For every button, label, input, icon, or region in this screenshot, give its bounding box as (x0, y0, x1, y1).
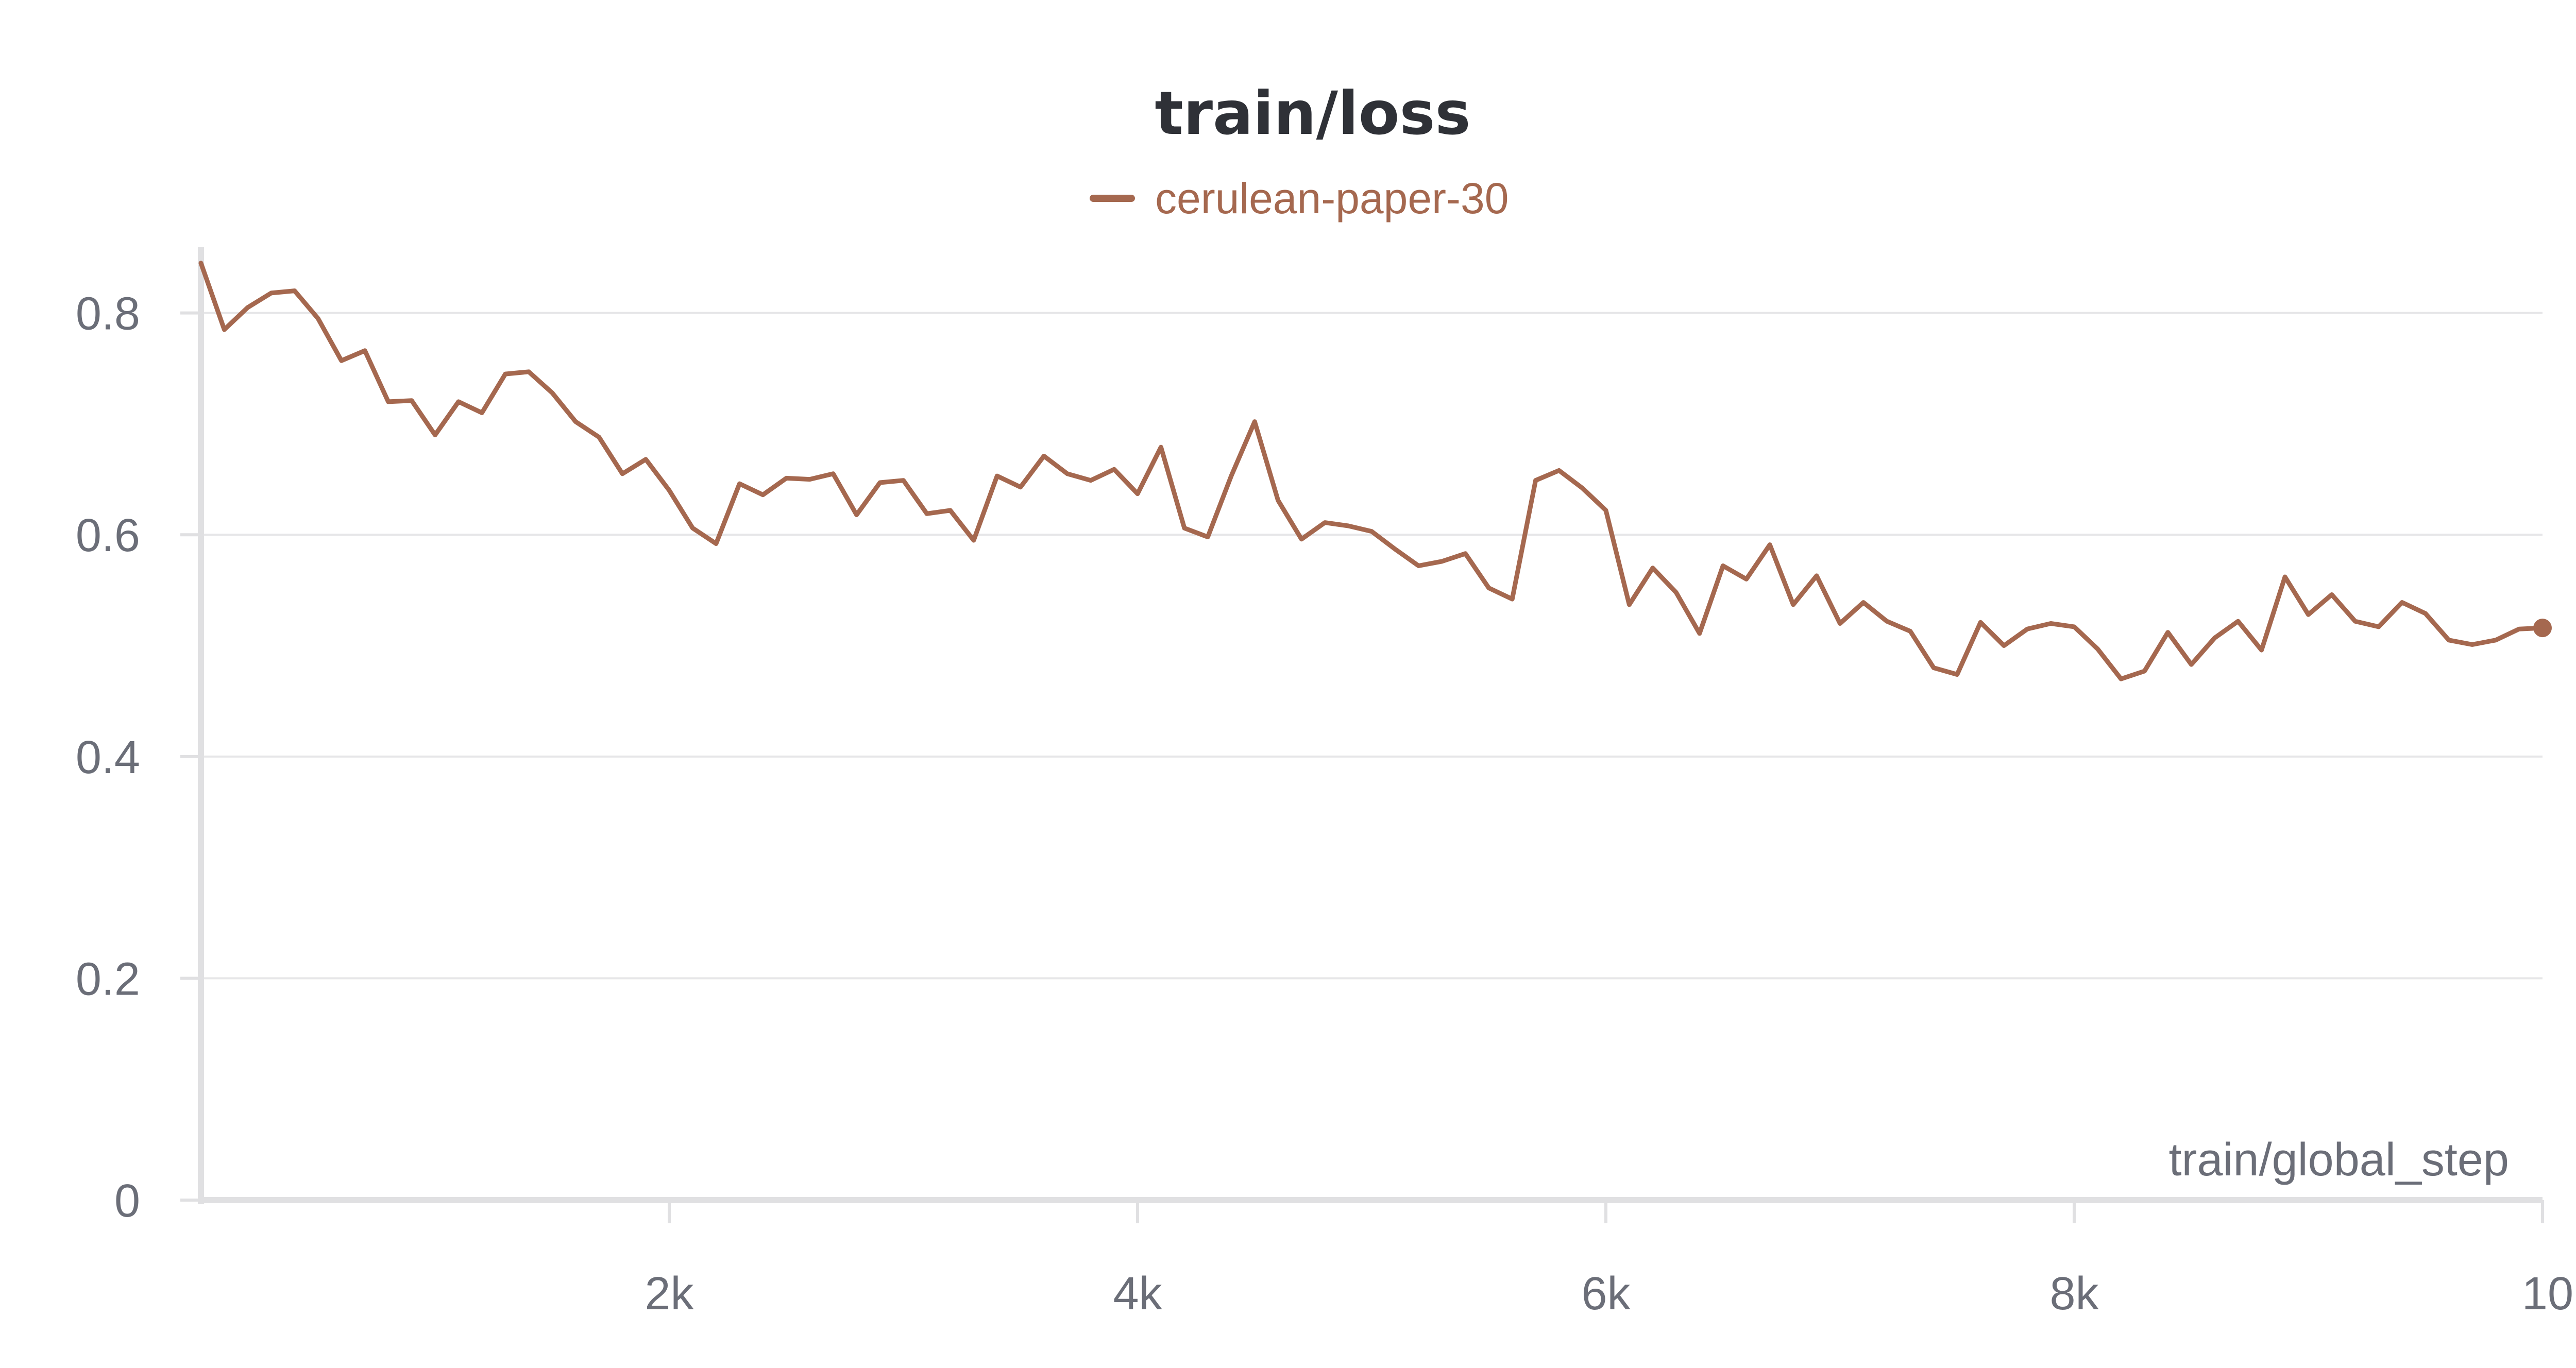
y-axis-ticks: 0 0.2 0.4 0.6 0.8 (76, 288, 201, 1227)
x-axis-label: train/global_step (2169, 1134, 2509, 1186)
y-tick-label-4: 0.8 (76, 288, 140, 340)
axes (198, 247, 2543, 1204)
x-tick-label-3: 8k (2049, 1268, 2099, 1320)
series-endpoint-marker (2533, 619, 2552, 638)
series-line-0 (198, 261, 2545, 681)
y-tick-label-0: 0 (114, 1175, 140, 1227)
series-layer (198, 261, 2552, 681)
y-tick-label-1: 0.2 (76, 953, 140, 1005)
legend-label: cerulean-paper-30 (1155, 174, 1509, 223)
x-tick-label-1: 4k (1113, 1268, 1162, 1320)
x-tick-label-0: 2k (645, 1268, 694, 1320)
x-tick-label-2: 6k (1581, 1268, 1631, 1320)
legend[interactable]: cerulean-paper-30 (1090, 174, 1509, 223)
y-tick-label-3: 0.6 (76, 510, 140, 561)
gridlines (201, 312, 2543, 980)
y-tick-label-2: 0.4 (76, 732, 140, 783)
chart-title: train/loss (1155, 79, 1470, 148)
x-tick-label-4: 10k (2522, 1268, 2576, 1320)
x-axis-ticks: 2k 4k 6k 8k 10k (645, 1200, 2576, 1320)
